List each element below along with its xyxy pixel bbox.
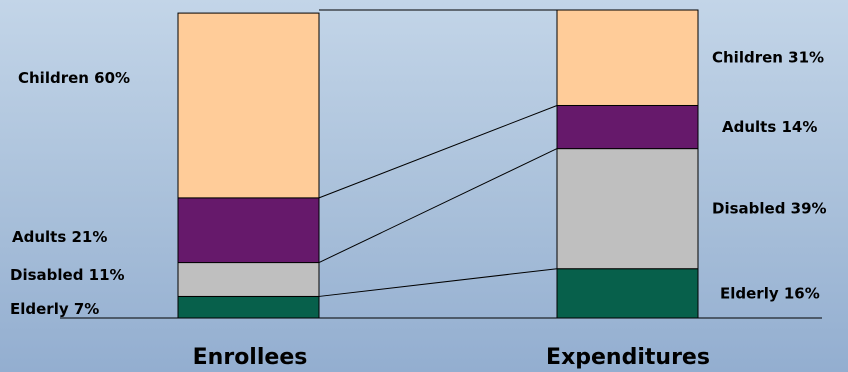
category-label-enrollees: Enrollees xyxy=(193,345,308,370)
bar-segment-disabled-expenditures xyxy=(556,148,699,270)
segment-label-disabled-expenditures: Disabled 39% xyxy=(712,200,827,218)
bar-segment-adults-enrollees xyxy=(177,197,320,264)
category-label-expenditures: Expenditures xyxy=(546,345,710,370)
bar-segment-disabled-enrollees xyxy=(177,262,320,297)
connector-line-elderly xyxy=(318,268,558,297)
segment-label-children-expenditures: Children 31% xyxy=(712,49,824,67)
segment-label-children-enrollees: Children 60% xyxy=(18,69,130,87)
connector-line-adults xyxy=(318,105,558,199)
segment-label-elderly-expenditures: Elderly 16% xyxy=(720,284,820,302)
bar-segment-children-enrollees xyxy=(177,12,320,199)
segment-label-disabled-enrollees: Disabled 11% xyxy=(10,266,125,284)
bar-segment-adults-expenditures xyxy=(556,104,699,150)
segment-label-adults-expenditures: Adults 14% xyxy=(722,118,817,136)
bar-segment-children-expenditures xyxy=(556,9,699,106)
segment-label-elderly-enrollees: Elderly 7% xyxy=(10,300,99,318)
connector-line-disabled xyxy=(318,148,558,264)
bar-segment-elderly-enrollees xyxy=(177,295,320,319)
segment-label-adults-enrollees: Adults 21% xyxy=(12,228,107,246)
bar-segment-elderly-expenditures xyxy=(556,268,699,319)
